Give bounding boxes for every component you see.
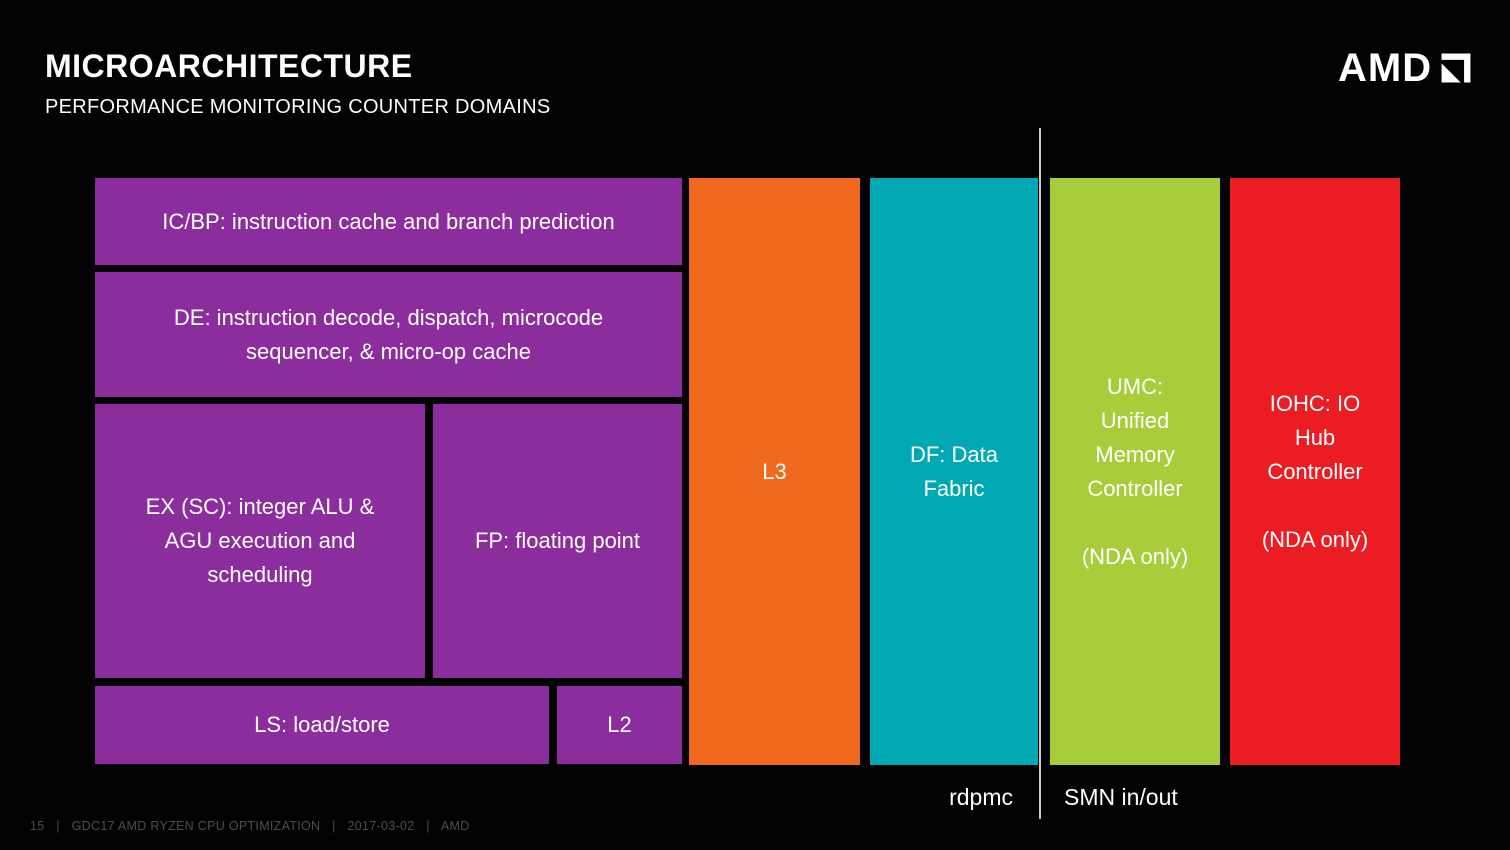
- rdpmc-smn-divider-line: [1039, 128, 1041, 819]
- block-icbp: IC/BP: instruction cache and branch pred…: [95, 178, 682, 265]
- block-label-line: FP: floating point: [474, 528, 641, 553]
- footer-date: 2017-03-02: [347, 819, 415, 833]
- block-label-line: LS: load/store: [254, 712, 390, 737]
- block-label-line: DF: Data: [909, 441, 999, 467]
- footer-separator: |: [56, 819, 60, 833]
- amd-arrow-icon: [1441, 53, 1471, 83]
- block-label-line: DE: instruction decode, dispatch, microc…: [173, 304, 604, 330]
- footer-brand: AMD: [440, 819, 470, 833]
- page-subtitle: PERFORMANCE MONITORING COUNTER DOMAINS: [45, 96, 551, 118]
- block-label-line: L2: [607, 712, 632, 737]
- footer-separator: |: [332, 819, 336, 833]
- block-label-line: UMC:: [1106, 373, 1164, 399]
- block-label-line: EX (SC): integer ALU &: [145, 494, 375, 519]
- block-label-line: IC/BP: instruction cache and branch pred…: [162, 208, 615, 234]
- block-label-line: AGU execution and: [164, 528, 356, 553]
- block-label-line: Controller: [1267, 458, 1363, 484]
- block-label-line: Controller: [1087, 475, 1183, 501]
- block-label-line: Memory: [1095, 441, 1175, 467]
- block-label-line: scheduling: [207, 562, 313, 587]
- block-l2: L2: [557, 686, 682, 764]
- block-l3: L3: [689, 178, 860, 765]
- block-label-line: Fabric: [923, 475, 985, 501]
- block-nda-note: (NDA only): [1081, 543, 1189, 569]
- block-label-line: Unified: [1100, 407, 1170, 433]
- block-nda-note: (NDA only): [1261, 526, 1369, 552]
- block-ex: EX (SC): integer ALU & AGU execution and…: [95, 404, 425, 678]
- block-ls: LS: load/store: [95, 686, 549, 764]
- page-title: MICROARCHITECTURE: [45, 48, 413, 84]
- block-iohc: IOHC: IO Hub Controller (NDA only): [1230, 178, 1400, 765]
- block-label-line: Hub: [1294, 424, 1336, 450]
- slide-footer: 15 | GDC17 AMD RYZEN CPU OPTIMIZATION | …: [30, 819, 470, 833]
- amd-logo-text: AMD: [1338, 46, 1433, 90]
- block-label-line: IOHC: IO: [1269, 390, 1361, 416]
- block-label-line: sequencer, & micro-op cache: [246, 338, 531, 364]
- footer-page-number: 15: [30, 819, 45, 833]
- block-label-line: L3: [762, 458, 787, 484]
- block-fp: FP: floating point: [433, 404, 682, 678]
- block-de: DE: instruction decode, dispatch, microc…: [95, 272, 682, 397]
- block-umc: UMC: Unified Memory Controller (NDA only…: [1050, 178, 1220, 765]
- amd-logo: AMD: [1338, 48, 1473, 88]
- access-label-smn-in-out: SMN in/out: [1064, 784, 1178, 810]
- access-label-rdpmc: rdpmc: [949, 784, 1013, 810]
- footer-separator: |: [426, 819, 430, 833]
- footer-deck-title: GDC17 AMD RYZEN CPU OPTIMIZATION: [71, 819, 321, 833]
- block-df: DF: Data Fabric: [870, 178, 1038, 765]
